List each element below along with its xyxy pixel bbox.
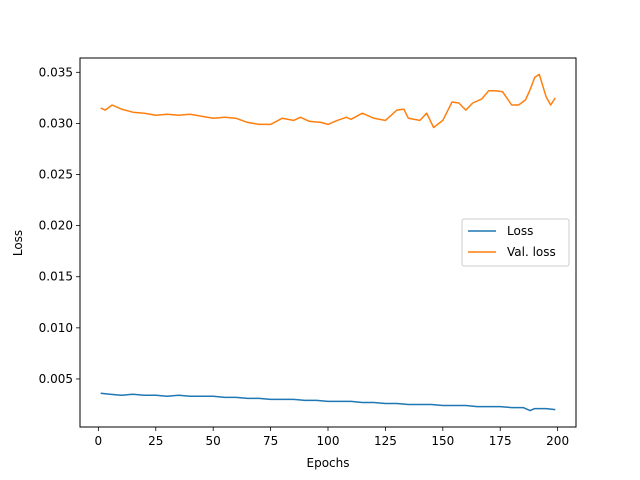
y-axis-ticks: 0.005 0.010 0.015 0.020 0.025 0.030 0.035	[39, 65, 80, 386]
y-axis-label: Loss	[11, 230, 25, 256]
series-line-loss	[100, 392, 556, 412]
x-tick-label: 125	[374, 434, 397, 448]
x-tick-label: 100	[317, 434, 340, 448]
legend-label-val-loss: Val. loss	[507, 245, 556, 259]
x-tick-label: 150	[431, 434, 454, 448]
x-tick-label: 0	[95, 434, 103, 448]
x-tick-label: 200	[546, 434, 569, 448]
legend-label-loss: Loss	[507, 224, 533, 238]
series-line-val-loss	[100, 73, 556, 129]
y-tick-label: 0.020	[39, 219, 73, 233]
x-axis-ticks: 0 25 50 75 100 125 150 175 200	[95, 427, 569, 448]
legend: Loss Val. loss	[461, 218, 570, 267]
x-tick-label: 50	[206, 434, 221, 448]
y-tick-label: 0.030	[39, 116, 73, 130]
x-tick-label: 25	[148, 434, 163, 448]
x-axis-label: Epochs	[307, 456, 350, 470]
series-layer	[100, 73, 556, 412]
y-tick-label: 0.010	[39, 321, 73, 335]
x-tick-label: 175	[489, 434, 512, 448]
y-tick-label: 0.015	[39, 270, 73, 284]
y-tick-label: 0.005	[39, 372, 73, 386]
y-tick-label: 0.035	[39, 65, 73, 79]
y-tick-label: 0.025	[39, 168, 73, 182]
x-tick-label: 75	[263, 434, 278, 448]
